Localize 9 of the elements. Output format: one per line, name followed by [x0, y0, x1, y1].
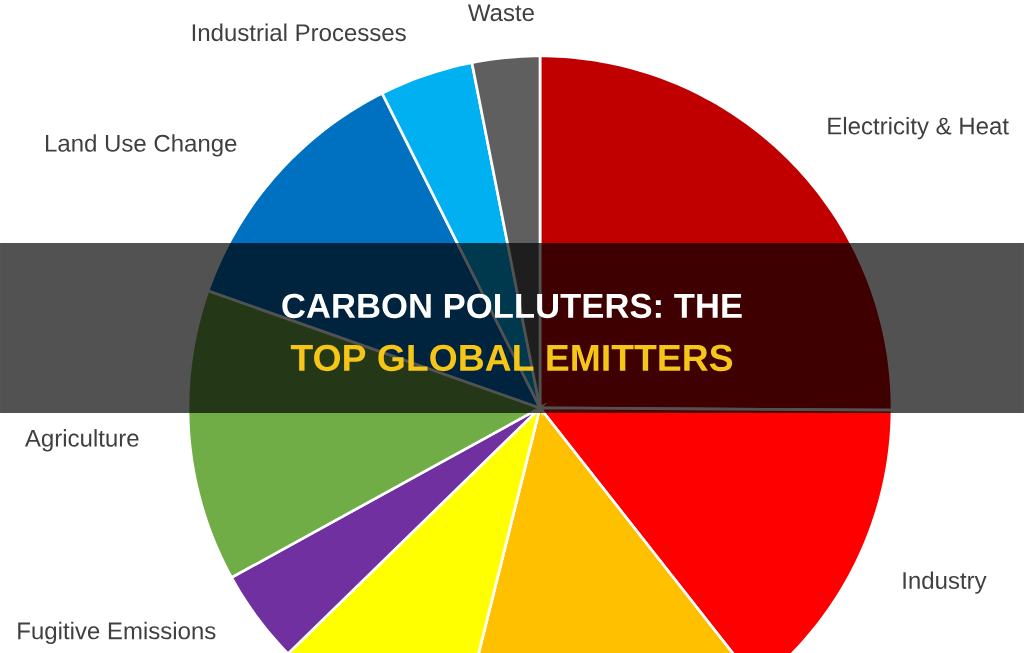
slice-label: Industry — [903, 571, 987, 594]
text: TOP GLOBAL EMITTERS — [290, 344, 733, 372]
slice-label: Industrial Processes — [192, 23, 406, 42]
slice-label: Fugitive Emissions — [18, 621, 216, 645]
text: CARBON POLLUTERS: THE — [282, 293, 742, 319]
slice-label: Electricity & Heat — [828, 116, 1009, 140]
slice-label: Waste — [467, 4, 534, 22]
slice-label: Land Use Change — [46, 134, 237, 157]
slice-label: Agriculture — [24, 429, 139, 452]
